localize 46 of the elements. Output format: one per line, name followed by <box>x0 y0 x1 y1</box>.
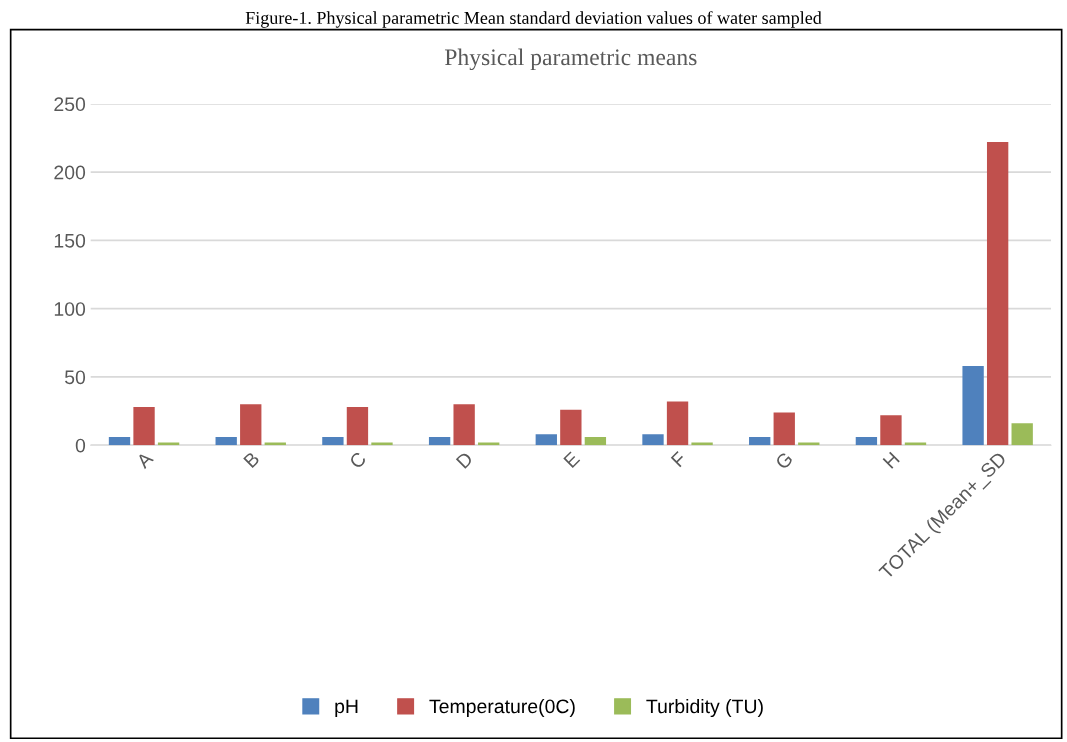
x-tick-label: H <box>882 451 900 469</box>
x-tick-label: A <box>135 450 154 470</box>
bar <box>108 437 131 446</box>
bar <box>749 437 771 446</box>
x-tick-label: C <box>348 450 368 470</box>
y-tick-label: 250 <box>54 97 86 112</box>
bar <box>428 437 451 446</box>
x-tick-label: G <box>774 451 794 471</box>
bar <box>1011 423 1033 446</box>
bar <box>264 442 286 446</box>
bar <box>855 437 878 446</box>
bar <box>962 366 984 446</box>
bar <box>478 442 500 446</box>
bar <box>215 437 237 446</box>
legend-label: Temperature(0C) <box>429 698 575 718</box>
chart-title: Physical parametric means <box>444 48 697 71</box>
legend-label: Turbidity (TU) <box>646 698 763 718</box>
bar <box>322 437 344 446</box>
bar <box>133 406 155 446</box>
y-tick-label: 100 <box>54 302 86 316</box>
bar <box>535 434 557 446</box>
bar <box>584 437 607 446</box>
bar <box>798 442 820 446</box>
bar <box>986 142 1009 446</box>
y-tick-label: 150 <box>54 233 86 248</box>
x-tick-label: E <box>563 451 581 469</box>
y-tick-label: 0 <box>75 438 86 453</box>
bar <box>642 434 664 446</box>
x-tick-label: D <box>455 451 474 469</box>
legend-label: pH <box>335 699 358 718</box>
x-tick-label: B <box>243 451 260 469</box>
y-tick-label: 50 <box>64 370 86 385</box>
bar <box>157 442 180 446</box>
bar <box>880 415 902 446</box>
bar <box>773 412 795 446</box>
bar <box>904 442 927 446</box>
bar <box>240 404 262 446</box>
bar <box>371 442 393 446</box>
text: Figure-1. Physical parametric Mean standard deviation values of water sampled <box>245 11 822 28</box>
y-tick-label: 200 <box>54 165 86 180</box>
bar <box>453 404 475 446</box>
bar <box>666 401 689 446</box>
bar <box>691 442 713 446</box>
bar <box>346 406 369 446</box>
x-tick-label: F <box>670 451 687 468</box>
bar <box>560 409 582 446</box>
